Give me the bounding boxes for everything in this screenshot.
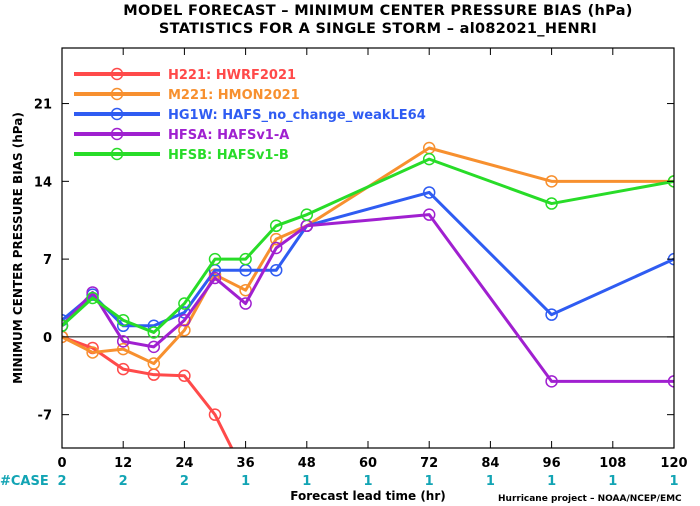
case-count: 2	[180, 474, 189, 489]
y-tick-label: -7	[38, 409, 52, 424]
data-point-h221-hwrf2021	[178, 369, 191, 383]
case-counts: 2 2 2 1 1 1 1 1 1 1 1	[57, 474, 678, 489]
credit-text: Hurricane project – NOAA/NCEP/EMC	[498, 494, 682, 504]
series-line-h221-hwrf2021	[62, 335, 234, 448]
data-point-hfsb-hafsv1-b	[116, 313, 130, 327]
data-point-hfsb-hafsv1-b	[208, 252, 222, 266]
case-count: 1	[302, 474, 311, 489]
legend-marker-hfsb-hafsv1-b	[110, 147, 124, 161]
x-axis-label: Forecast lead time (hr)	[290, 489, 446, 503]
y-tick-label: 21	[34, 98, 52, 113]
data-point-hfsb-hafsv1-b	[147, 326, 161, 339]
data-point-m221-hmon2021	[269, 232, 283, 246]
data-point-m221-hmon2021	[116, 342, 130, 356]
data-point-h221-hwrf2021	[116, 362, 130, 376]
series-group	[62, 141, 674, 448]
legend: H221: HWRF2021 M221: HMON2021 HG1W: HAFS_n…	[74, 67, 426, 163]
y-tick-label: 0	[43, 331, 52, 346]
data-point-hfsb-hafsv1-b	[422, 152, 436, 166]
case-count: 2	[57, 474, 66, 489]
x-tick-label: 36	[237, 456, 255, 471]
legend-label-h221-hwrf2021: H221: HWRF2021	[168, 68, 296, 83]
data-point-hfsb-hafsv1-b	[300, 208, 314, 221]
data-point-hfsa-hafsv1-a	[667, 375, 674, 388]
y-axis-label: MINIMUM CENTER PRESSURE BIAS (hPa)	[11, 112, 25, 384]
data-point-hfsa-hafsv1-a	[269, 241, 283, 255]
data-point-hfsb-hafsv1-b	[86, 291, 99, 305]
data-point-hfsa-hafsv1-a	[239, 297, 252, 310]
x-tick-label: 0	[57, 456, 66, 471]
data-point-m221-hmon2021	[147, 357, 161, 370]
data-point-m221-hmon2021	[178, 323, 191, 337]
case-count: 1	[547, 474, 556, 489]
x-tick-label: 96	[543, 456, 561, 471]
chart-title-line2: STATISTICS FOR A SINGLE STORM – al082021…	[159, 21, 597, 37]
case-count: 1	[608, 474, 617, 489]
data-point-hfsa-hafsv1-a	[208, 271, 222, 285]
case-count: 1	[425, 474, 434, 489]
case-label: #CASE	[0, 474, 49, 489]
legend-marker-m221-hmon2021	[110, 87, 124, 101]
series-layer	[62, 141, 674, 448]
x-tick-label: 120	[660, 456, 687, 471]
legend-label-m221-hmon2021: M221: HMON2021	[168, 88, 300, 103]
data-point-hg1w-hafs-no-change-weakle64	[269, 263, 283, 277]
data-point-h221-hwrf2021	[208, 408, 222, 421]
data-point-m221-hmon2021	[86, 346, 99, 359]
data-point-hfsb-hafsv1-b	[62, 319, 69, 333]
legend-marker-hg1w-hafs-no-change-weakle64	[110, 107, 124, 121]
data-point-hfsa-hafsv1-a	[116, 335, 130, 348]
data-point-m221-hmon2021	[545, 175, 558, 188]
series-line-hg1w-hafs-no-change-weakle64	[62, 190, 674, 328]
case-count: 1	[669, 474, 678, 489]
x-tick-label: 12	[114, 456, 132, 471]
x-tick-label: 48	[298, 456, 316, 471]
legend-label-hg1w-hafs-no-change-weakle64: HG1W: HAFS_no_change_weakLE64	[168, 108, 426, 123]
data-point-hfsa-hafsv1-a	[147, 340, 161, 354]
x-tick-label: 108	[599, 456, 626, 471]
data-point-hfsb-hafsv1-b	[239, 252, 252, 266]
legend-label-hfsb-hafsv1-b: HFSB: HAFSv1-B	[168, 148, 289, 163]
case-count: 1	[241, 474, 250, 489]
case-count: 1	[363, 474, 372, 489]
data-point-hfsb-hafsv1-b	[545, 197, 558, 210]
data-point-hfsa-hafsv1-a	[545, 375, 558, 388]
legend-marker-hfsa-hafsv1-a	[110, 127, 124, 141]
data-point-hfsa-hafsv1-a	[178, 313, 191, 327]
data-point-hfsb-hafsv1-b	[269, 219, 283, 233]
data-point-hfsa-hafsv1-a	[422, 208, 436, 221]
chart-title-line1: MODEL FORECAST – MINIMUM CENTER PRESSURE…	[123, 3, 632, 19]
data-point-m221-hmon2021	[239, 283, 252, 297]
x-tick-label: 72	[420, 456, 438, 471]
legend-label-hfsa-hafsv1-a: HFSA: HAFSv1-A	[168, 128, 289, 143]
data-point-hg1w-hafs-no-change-weakle64	[422, 186, 436, 199]
y-tick-label: 7	[43, 253, 52, 268]
series-line-hfsa-hafsv1-a	[62, 213, 674, 383]
tick-layer: 0 12 24 36 48 60 72 84 96 108 120 -7 0 7 14 21	[34, 48, 688, 471]
case-count: 1	[486, 474, 495, 489]
x-tick-label: 84	[481, 456, 499, 471]
series-line-hfsb-hafsv1-b	[62, 157, 674, 334]
data-point-hg1w-hafs-no-change-weakle64	[545, 308, 558, 321]
x-tick-label: 24	[175, 456, 193, 471]
data-point-hfsb-hafsv1-b	[178, 297, 191, 310]
legend-marker-h221-hwrf2021	[110, 67, 124, 81]
x-tick-label: 60	[359, 456, 377, 471]
y-tick-label: 14	[34, 175, 52, 190]
case-count: 2	[119, 474, 128, 489]
